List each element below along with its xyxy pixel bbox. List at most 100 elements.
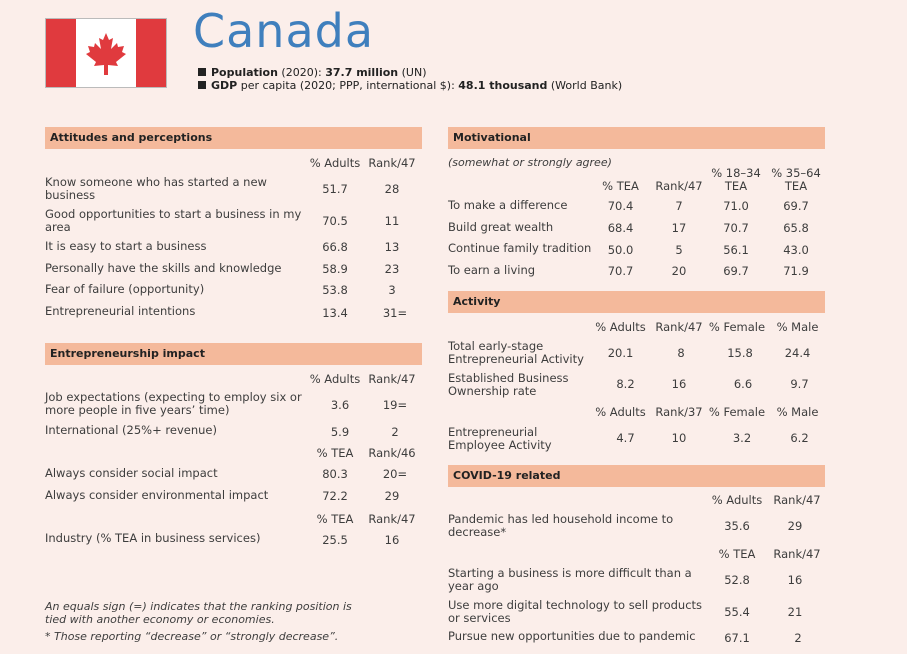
- cell-text: 67.1: [724, 631, 750, 645]
- page-title: Canada: [193, 4, 375, 58]
- covid-header: COVID-19 related: [448, 465, 825, 487]
- cell-text: Industry (% TEA in business services): [45, 531, 261, 545]
- cell-text: 17: [671, 221, 687, 235]
- cell-text: 8.2: [616, 377, 635, 391]
- activity-header: Activity: [448, 291, 825, 313]
- col-header-male: % Male: [776, 320, 819, 334]
- cell-text: 29: [787, 519, 803, 533]
- cell-text: Total early-stage Entrepreneurial Activi…: [448, 339, 584, 366]
- cell-text: 25.5: [322, 533, 348, 547]
- cell-text: 69.7: [783, 199, 809, 213]
- cell-text: 4.7: [616, 431, 635, 445]
- bullet-square-icon: [198, 81, 206, 89]
- attitudes-header: Attitudes and perceptions: [45, 127, 422, 149]
- impact-header: Entrepreneurship impact: [45, 343, 422, 365]
- col-header-tea: % TEA: [316, 512, 354, 526]
- cell-text: 72.2: [322, 489, 348, 503]
- cell-text: 55.4: [724, 605, 750, 619]
- cell-text: 9.7: [790, 377, 809, 391]
- cell-text: 70.4: [607, 199, 634, 213]
- cell-text: 68.4: [607, 221, 634, 235]
- cell-text: Always consider environmental impact: [45, 488, 269, 502]
- cell-text: 51.7: [322, 182, 348, 196]
- cell-text: 71.9: [783, 264, 809, 278]
- cell-text: 56.1: [723, 243, 749, 257]
- col-header-female: % Female: [708, 320, 766, 334]
- col-header-adults: % Adults: [309, 372, 361, 386]
- cell-text: 2: [794, 631, 802, 645]
- cell-text: Entrepreneurial Employee Activity: [448, 425, 552, 452]
- bullet-square-icon: [198, 68, 206, 76]
- cell-text: 70.7: [723, 221, 749, 235]
- cell-text: 20.1: [607, 346, 634, 360]
- cell-text: International (25%+ revenue): [45, 423, 217, 437]
- col-header-rank: Rank/47: [655, 179, 703, 193]
- cell-text: Good opportunities to start a business i…: [45, 207, 302, 234]
- cell-text: 3.2: [732, 431, 752, 445]
- col-header-female: % Female: [708, 405, 766, 419]
- col-header-tea: % TEA: [718, 547, 756, 561]
- header-text: 37.7 million: [325, 66, 399, 79]
- cell-text: Know someone who has started a new busin…: [45, 175, 267, 202]
- cell-text: 13.4: [322, 306, 348, 320]
- cell-text: 71.0: [723, 199, 749, 213]
- cell-text: 28: [384, 182, 400, 196]
- header-text: 48.1 thousand: [458, 79, 548, 92]
- col-header-rank: Rank/37: [655, 405, 703, 419]
- cell-text: 80.3: [322, 467, 348, 481]
- col-header-35-64: % 35–64 TEA: [771, 166, 821, 193]
- col-header-tea: % TEA: [316, 446, 354, 460]
- cell-text: Always consider social impact: [45, 466, 218, 480]
- cell-text: 10: [671, 431, 687, 445]
- gdp-line: GDP per capita (2020; PPP, international…: [198, 79, 622, 92]
- cell-text: Job expectations (expecting to employ si…: [45, 390, 302, 417]
- col-header-rank: Rank/46: [368, 446, 416, 460]
- population-line: Population (2020): 37.7 million (UN): [198, 66, 426, 79]
- col-header-rank: Rank/47: [368, 156, 416, 170]
- cell-text: 29: [384, 489, 400, 503]
- col-header-adults: % Adults: [595, 405, 646, 419]
- col-header-rank: Rank/47: [368, 512, 416, 526]
- cell-text: 7: [675, 199, 683, 213]
- col-header-rank: Rank/47: [655, 320, 703, 334]
- col-header-adults: % Adults: [595, 320, 646, 334]
- col-header-rank: Rank/47: [368, 372, 416, 386]
- cell-text: 5: [675, 243, 683, 257]
- cell-text: 50.0: [607, 243, 634, 257]
- cell-text: 16: [671, 377, 687, 391]
- header-text: per capita (2020; PPP, international $):: [237, 79, 459, 92]
- motivational-header: Motivational: [448, 127, 825, 149]
- col-header-18-34: % 18–34 TEA: [711, 166, 761, 193]
- cell-text: 53.8: [322, 283, 348, 297]
- col-header-adults: % Adults: [711, 493, 763, 507]
- cell-text: 70.5: [322, 214, 348, 228]
- cell-text: 69.7: [723, 264, 749, 278]
- cell-text: 21: [787, 605, 803, 619]
- canada-flag: [45, 18, 167, 88]
- maple-leaf-icon: [86, 33, 126, 75]
- col-header-rank: Rank/47: [773, 493, 821, 507]
- cell-text: Continue family tradition: [448, 241, 592, 255]
- header-text: GDP: [211, 79, 238, 92]
- cell-text: Entrepreneurial intentions: [45, 304, 196, 318]
- cell-text: 23: [384, 262, 400, 276]
- cell-text: Build great wealth: [448, 220, 554, 234]
- cell-text: 35.6: [724, 519, 750, 533]
- cell-text: 6.6: [733, 377, 753, 391]
- header-text: (2020):: [277, 66, 326, 79]
- cell-text: 16: [787, 573, 803, 587]
- cell-text: 70.7: [607, 264, 634, 278]
- cell-text: 24.4: [784, 346, 811, 360]
- header-text: (World Bank): [547, 79, 623, 92]
- cell-text: Pursue new opportunities due to pandemic: [448, 629, 696, 643]
- cell-text: Pandemic has led household income to dec…: [448, 512, 674, 539]
- cell-text: 20: [671, 264, 687, 278]
- cell-text: 3: [388, 283, 396, 297]
- cell-text: 16: [384, 533, 400, 547]
- col-header-adults: % Adults: [309, 156, 361, 170]
- cell-text: Use more digital technology to sell prod…: [448, 598, 703, 625]
- cell-text: Personally have the skills and knowledge: [45, 261, 282, 275]
- cell-text: 66.8: [322, 240, 348, 254]
- cell-text: 5.9: [330, 425, 350, 439]
- motivational-subtitle: (somewhat or strongly agree): [448, 156, 612, 169]
